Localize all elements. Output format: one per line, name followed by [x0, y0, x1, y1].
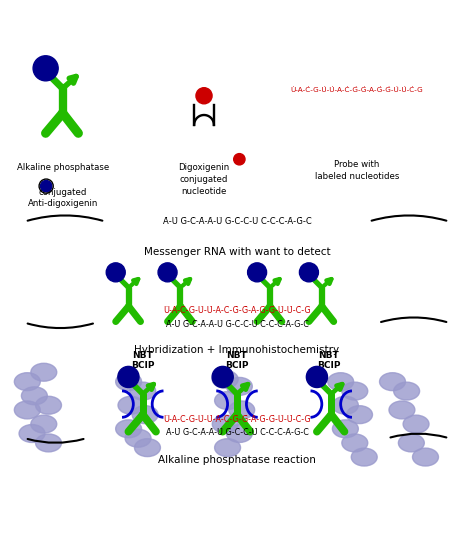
Ellipse shape [380, 373, 405, 391]
Ellipse shape [394, 382, 419, 400]
Ellipse shape [14, 373, 40, 391]
Ellipse shape [118, 396, 144, 414]
Circle shape [33, 56, 58, 81]
Circle shape [306, 366, 328, 388]
Ellipse shape [389, 401, 415, 419]
Ellipse shape [351, 448, 377, 466]
Ellipse shape [116, 420, 142, 438]
Circle shape [106, 263, 125, 282]
Ellipse shape [212, 415, 238, 433]
Text: Alkaline phosphatase: Alkaline phosphatase [17, 162, 109, 172]
Text: Hybridization + Immunohistochemistry: Hybridization + Immunohistochemistry [135, 345, 339, 355]
Text: Ȧ-U̇ Ġ-Ċ-Ȧ-Ȧ-U̇ Ġ-Ċ-Ċ-U̇ Ċ-Ċ-Ċ-Ȧ-Ġ-Ċ: Ȧ-U̇ Ġ-Ċ-Ȧ-Ȧ-U̇ Ġ-Ċ-Ċ-U̇ Ċ-Ċ-C… [163, 217, 311, 226]
Text: NBT
BCIP: NBT BCIP [317, 351, 341, 370]
Circle shape [234, 153, 245, 165]
Text: U̇-A-Ċ-G-U̇-U̇-A-Ċ-Ġ-Ġ-A-Ġ-Ġ-U̇-U̇-Ċ-G: U̇-A-Ċ-G-U̇-U̇-A-Ċ-Ġ-Ġ-A-Ġ-Ġ-U̇-U̇… [291, 87, 424, 92]
Ellipse shape [227, 378, 252, 395]
Text: Alkaline phosphatase reaction: Alkaline phosphatase reaction [158, 455, 316, 465]
Ellipse shape [332, 420, 358, 438]
Ellipse shape [19, 425, 45, 443]
Text: conjugated: conjugated [38, 188, 87, 197]
Ellipse shape [215, 439, 240, 456]
Ellipse shape [14, 401, 40, 419]
Ellipse shape [36, 396, 62, 414]
Ellipse shape [342, 382, 368, 400]
Text: NBT
BCIP: NBT BCIP [225, 351, 249, 370]
Text: Messenger RNA with want to detect: Messenger RNA with want to detect [144, 247, 330, 257]
Ellipse shape [135, 439, 160, 456]
Ellipse shape [229, 401, 255, 419]
Ellipse shape [130, 382, 156, 400]
Text: conjugated: conjugated [180, 175, 228, 184]
Text: NBT
BCIP: NBT BCIP [131, 351, 155, 370]
Ellipse shape [212, 370, 238, 388]
Text: Probe with: Probe with [335, 160, 380, 169]
Ellipse shape [31, 415, 57, 433]
Ellipse shape [398, 434, 424, 452]
Text: labeled nucleotides: labeled nucleotides [315, 172, 400, 181]
Ellipse shape [342, 434, 368, 452]
Text: U̇-A-Ċ-G-U̇-U̇-A-Ċ-Ġ-Ġ-A-Ġ-Ġ-U̇-U̇-Ċ-G: U̇-A-Ċ-G-U̇-U̇-A-Ċ-Ġ-Ġ-A-Ġ-Ġ-U̇-U̇… [163, 415, 311, 424]
Ellipse shape [132, 406, 158, 424]
Circle shape [158, 263, 177, 282]
Circle shape [196, 88, 212, 104]
Ellipse shape [36, 434, 62, 452]
Circle shape [118, 366, 139, 388]
Ellipse shape [125, 429, 151, 447]
Ellipse shape [346, 406, 373, 424]
Text: U̇-A-Ċ-G-U̇-U̇-A-Ċ-Ġ-Ġ-A-Ġ-Ġ-U̇-U̇-Ċ-G: U̇-A-Ċ-G-U̇-U̇-A-Ċ-Ġ-Ġ-A-Ġ-Ġ-U̇-U̇… [163, 306, 311, 315]
Text: Ȧ-U̇ Ġ-Ċ-Ȧ-Ȧ-U̇ Ġ-Ċ-Ċ-U̇ Ċ-Ċ-Ċ-Ȧ-Ġ-Ċ: Ȧ-U̇ Ġ-Ċ-Ȧ-Ȧ-U̇ Ġ-Ċ-Ċ-U̇ Ċ-Ċ-C… [165, 320, 309, 329]
Ellipse shape [116, 373, 142, 391]
Text: Anti-digoxigenin: Anti-digoxigenin [27, 199, 98, 208]
Ellipse shape [332, 396, 358, 414]
Ellipse shape [215, 391, 240, 409]
Circle shape [40, 181, 52, 192]
Circle shape [212, 366, 233, 388]
Ellipse shape [328, 373, 354, 391]
Ellipse shape [227, 425, 252, 443]
Text: Ȧ-U̇ Ġ-Ċ-Ȧ-Ȧ-U̇ Ġ-Ċ-Ċ-U̇ Ċ-Ċ-Ċ-Ȧ-Ġ-Ċ: Ȧ-U̇ Ġ-Ċ-Ȧ-Ȧ-U̇ Ġ-Ċ-Ċ-U̇ Ċ-Ċ-C… [165, 428, 309, 437]
Circle shape [300, 263, 319, 282]
Ellipse shape [403, 415, 429, 433]
Text: Digoxigenin: Digoxigenin [178, 162, 229, 172]
Ellipse shape [31, 363, 57, 381]
Circle shape [247, 263, 266, 282]
Ellipse shape [21, 387, 47, 405]
Ellipse shape [412, 448, 438, 466]
Text: nucleotide: nucleotide [182, 187, 227, 196]
